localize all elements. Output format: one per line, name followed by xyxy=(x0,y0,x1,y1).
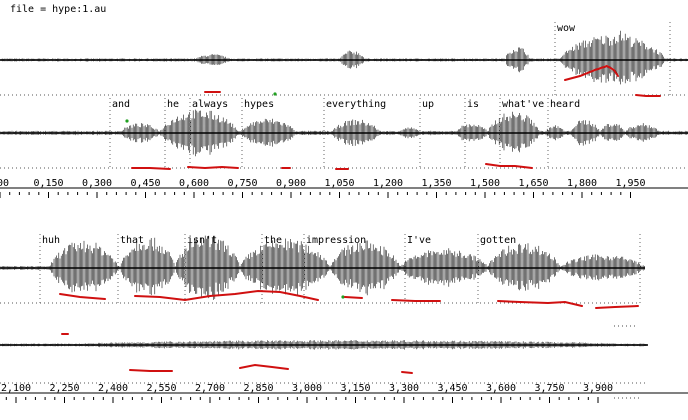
pitch-panel2-bottom-segment xyxy=(129,369,173,372)
file-label: file = hype:1.au xyxy=(10,4,106,15)
word-labels: wow and he always hypes everything up is what've… xyxy=(42,23,580,246)
time-axis-panel1-tick-label: 0,150 xyxy=(33,178,63,189)
word-label-3: the xyxy=(264,235,282,246)
pitch-panel2-top-segment xyxy=(391,299,441,302)
word-label-1: that xyxy=(120,235,144,246)
time-axis-panel2-tick-label: 2,400 xyxy=(98,383,128,394)
time-axis-panel2-tick-label: 2,850 xyxy=(243,383,273,394)
time-axis-panel1-tick-label: 0,300 xyxy=(82,178,112,189)
time-axis-panel1-tick-label: 1,500 xyxy=(470,178,500,189)
time-axis-panel1-tick-label: 1,800 xyxy=(567,178,597,189)
time-axis-panel2-tick-label: 3,600 xyxy=(486,383,516,394)
time-axis-panel2-tick-label: 3,300 xyxy=(389,383,419,394)
word-label-3: hypes xyxy=(244,99,274,110)
time-axis-panel2-tick-label: 2,250 xyxy=(49,383,79,394)
word-label-5: I've xyxy=(407,235,431,246)
waveform-panel1-top xyxy=(0,30,688,85)
boundary-dotted-lines xyxy=(0,22,688,399)
pitch-panel2-top-segment xyxy=(134,289,319,302)
pitch-panel1-bottom-segment xyxy=(187,165,239,170)
word-label-5: up xyxy=(422,99,434,110)
word-label-4: impression xyxy=(306,235,366,246)
boundary-marker xyxy=(341,295,345,299)
word-label-6: is xyxy=(467,99,479,110)
time-axis-panel2-tick-label: 2,550 xyxy=(146,383,176,394)
time-axis-panel2-tick-label: 3,000 xyxy=(292,383,322,394)
time-axis-panel1-tick-label: 0,450 xyxy=(130,178,160,189)
word-label-7: what've xyxy=(502,99,544,110)
time-axis-panel1-tick-label: 1,050 xyxy=(324,178,354,189)
time-axis-panel1-tick-label: 0,600 xyxy=(179,178,209,189)
time-axis-panel2-tick-label: 3,900 xyxy=(583,383,613,394)
waveform-traces xyxy=(0,30,688,350)
pitch-panel2-top-segment xyxy=(344,296,363,299)
pitch-contours xyxy=(59,64,661,374)
pitch-panel2-bottom-segment xyxy=(239,363,289,370)
time-axis-panel2-tick-label: 3,150 xyxy=(340,383,370,394)
time-axes: 000 0,150 0,300 0,450 0,600 0,750 0,900 1,050 1,… xyxy=(0,178,688,403)
word-label-4: everything xyxy=(326,99,386,110)
pitch-panel1-bottom-segment xyxy=(131,167,171,170)
time-axis-panel1-tick-label: 1,950 xyxy=(615,178,645,189)
boundary-marker xyxy=(125,119,129,123)
pitch-panel2-top-segment xyxy=(595,305,639,309)
time-axis-panel1-tick-label: 1,650 xyxy=(518,178,548,189)
time-axis-panel1-tick-label: 1,200 xyxy=(373,178,403,189)
word-label-6: gotten xyxy=(480,235,516,246)
word-label-0: and xyxy=(112,99,130,110)
pitch-panel1-top-segment xyxy=(635,94,661,97)
pitch-panel1-bottom-segment xyxy=(485,163,533,169)
word-label-0: huh xyxy=(42,235,60,246)
pitch-panel2-top-segment xyxy=(497,300,583,307)
pitch-panel1-top-segment xyxy=(564,64,619,81)
pitch-panel2-top-segment xyxy=(59,293,106,300)
time-axis-panel1-tick-label: 0,750 xyxy=(227,178,257,189)
time-axis-panel1-tick-label: 1,350 xyxy=(421,178,451,189)
time-axis-panel2-tick-label: 3,450 xyxy=(437,383,467,394)
word-label-8: heard xyxy=(550,99,580,110)
time-axis-panel1-tick-label: 000 xyxy=(0,178,9,189)
pitch-panel2-bottom-segment xyxy=(401,371,413,374)
time-axis-panel2-tick-label: 2,100 xyxy=(1,383,31,394)
time-axis-panel2-tick-label: 2,700 xyxy=(195,383,225,394)
time-axis-panel2-tick-label: 3,750 xyxy=(534,383,564,394)
word-label-0: wow xyxy=(557,23,576,34)
boundary-marker xyxy=(273,92,277,96)
time-axis-panel1-tick-label: 0,900 xyxy=(276,178,306,189)
word-label-2: always xyxy=(192,99,228,110)
word-label-1: he xyxy=(167,99,179,110)
word-label-2: isn't xyxy=(187,235,217,246)
